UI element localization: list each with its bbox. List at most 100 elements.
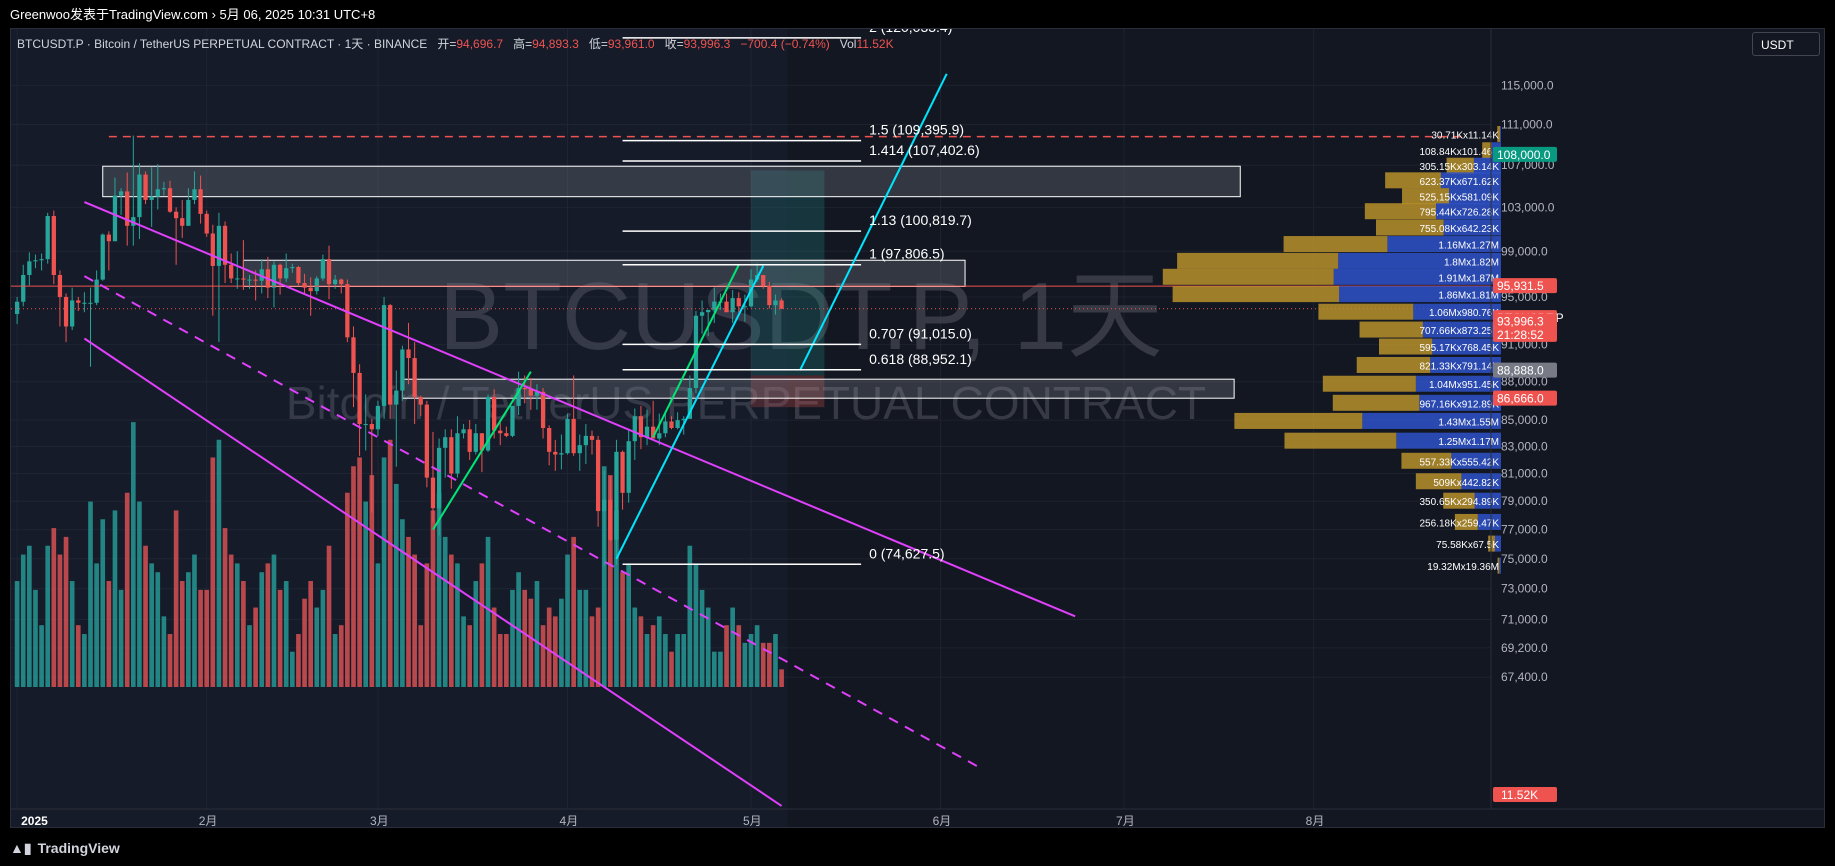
position-target-zone[interactable] <box>751 170 825 376</box>
candle-body <box>186 199 191 226</box>
volume-bar <box>577 589 583 687</box>
volume-bar <box>302 598 307 687</box>
volume-profile-label: 821.33Kx791.14K <box>1419 361 1499 372</box>
candle-body <box>375 405 381 430</box>
volume-profile-up <box>1359 321 1423 338</box>
volume-bar <box>363 501 369 687</box>
volume-bar <box>222 528 228 687</box>
footer-bar: ▲▮ TradingView <box>0 830 1835 866</box>
price-axis-label: 67,400.0 <box>1501 670 1548 684</box>
volume-bar <box>779 669 784 687</box>
volume-bar <box>283 581 289 687</box>
volume-profile-label: 256.18Kx259.47K <box>1419 518 1499 529</box>
candle-body <box>516 388 521 406</box>
volume-bar <box>760 642 766 687</box>
volume-profile-down <box>1432 338 1501 355</box>
volume-bar <box>430 510 436 687</box>
brand-text: TradingView <box>37 840 120 856</box>
candle-body <box>204 213 209 234</box>
volume-profile-up <box>1162 268 1334 285</box>
volume-bar <box>589 616 595 687</box>
candle-body <box>253 279 258 281</box>
volume-profile-up <box>1378 338 1433 355</box>
volume-bar <box>51 528 57 687</box>
price-axis-label: 77,000.0 <box>1501 523 1548 537</box>
cyan-trend-line[interactable] <box>615 265 765 560</box>
volume-bar <box>186 572 191 687</box>
volume-bar <box>228 554 234 687</box>
candle-body <box>644 426 650 438</box>
volume-bar <box>265 563 271 687</box>
volume-bar <box>571 536 576 687</box>
price-chart[interactable]: BTCUSDT.P, 1天 Bitcoin / TetherUS PERPETUA… <box>11 29 1825 828</box>
price-axis-label: 69,200.0 <box>1501 641 1548 655</box>
volume-bar <box>473 581 479 687</box>
candle-body <box>406 349 411 359</box>
volume-profile-label: 1.91Mx1.87M <box>1438 273 1499 284</box>
price-axis-label: 71,000.0 <box>1501 612 1548 626</box>
candle-body <box>412 358 417 397</box>
time-axis-label: 6月 <box>933 814 952 828</box>
volume-profile-label: 967.16Kx912.89K <box>1419 399 1499 410</box>
volume-bar <box>748 634 754 687</box>
volume-bar <box>412 554 417 687</box>
volume-bar <box>565 554 570 687</box>
candle-body <box>638 416 644 438</box>
volume-bar <box>241 581 246 687</box>
close-label: 收= <box>664 37 684 51</box>
volume-bar <box>247 625 252 687</box>
volume-profile-down <box>1430 356 1501 373</box>
position-stop-zone[interactable] <box>751 375 825 408</box>
price-axis-label: 83,000.0 <box>1501 440 1548 454</box>
currency-button[interactable]: USDT <box>1752 32 1820 56</box>
volume-bar <box>88 501 93 687</box>
candle-body <box>436 447 442 509</box>
channel-line[interactable] <box>83 275 984 771</box>
volume-bar <box>100 519 106 687</box>
volume-bar <box>277 589 283 687</box>
volume-profile-down <box>1422 321 1501 338</box>
volume-profile-up <box>1283 236 1388 253</box>
cyan-trend-line[interactable] <box>799 73 948 371</box>
candle-body <box>510 405 515 436</box>
green-trend-line[interactable] <box>652 264 740 438</box>
candle-body <box>149 196 154 200</box>
volume-value: 11.52K <box>856 37 894 51</box>
volume-profile-up <box>1318 303 1414 320</box>
channel-line[interactable] <box>83 337 783 807</box>
volume-bar <box>730 607 735 687</box>
volume-bar <box>57 554 63 687</box>
candle-body <box>320 259 326 279</box>
candle-body <box>345 284 350 338</box>
volume-bar <box>253 607 258 687</box>
fib-level-label: 0.707 (91,015.0) <box>869 325 972 341</box>
close-value: 93,996.3 <box>683 37 731 51</box>
candle-body <box>277 264 283 279</box>
volume-profile-label: 595.17Kx768.45K <box>1419 343 1499 354</box>
tradingview-logo-icon: ▲▮ <box>10 840 32 856</box>
volume-bar <box>467 625 473 687</box>
price-axis-label: 95,000.0 <box>1501 290 1548 304</box>
volume-profile-up <box>1401 452 1452 469</box>
tradingview-brand[interactable]: ▲▮ TradingView <box>10 840 120 857</box>
volume-bar <box>687 545 693 687</box>
chart-panel[interactable]: BTCUSDT.P, 1天 Bitcoin / TetherUS PERPETUA… <box>10 28 1825 828</box>
volume-profile-label: 1.43Mx1.55M <box>1438 417 1499 428</box>
fib-level-label: 1.5 (109,395.9) <box>869 122 964 138</box>
volume-profile-up <box>1497 126 1501 143</box>
badge-86666-bg <box>1493 390 1557 406</box>
volume-bar <box>118 589 124 687</box>
candle-body <box>632 416 637 442</box>
volume-bar <box>559 598 564 687</box>
candle-body <box>595 439 601 512</box>
volume-profile-down <box>1333 268 1501 285</box>
supply-demand-zone[interactable] <box>401 378 1235 399</box>
symbol-description[interactable]: BTCUSDT.P · Bitcoin / TetherUS PERPETUAL… <box>17 37 428 51</box>
volume-profile-label: 755.08Kx642.23K <box>1419 224 1499 235</box>
supply-demand-zone[interactable] <box>102 165 1241 198</box>
candle-body <box>155 189 160 197</box>
time-axis-label: 8月 <box>1306 814 1325 828</box>
green-trend-line[interactable] <box>432 371 532 531</box>
channel-line[interactable] <box>84 201 1076 618</box>
candle-body <box>706 309 711 313</box>
